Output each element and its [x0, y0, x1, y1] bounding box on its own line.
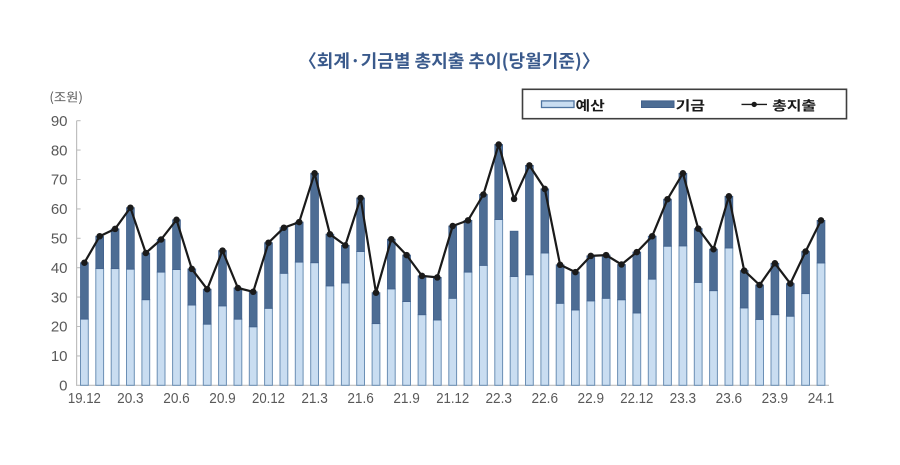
svg-text:80: 80: [51, 142, 68, 159]
svg-text:70: 70: [51, 172, 68, 189]
svg-text:21.6: 21.6: [347, 391, 374, 407]
svg-text:90: 90: [51, 113, 68, 130]
svg-text:50: 50: [51, 231, 68, 248]
svg-text:20.9: 20.9: [209, 391, 236, 407]
svg-text:20.6: 20.6: [163, 391, 190, 407]
svg-text:20.12: 20.12: [252, 391, 285, 407]
svg-text:21.9: 21.9: [393, 391, 420, 407]
svg-text:22.3: 22.3: [485, 391, 512, 407]
svg-text:24.1: 24.1: [808, 391, 835, 407]
svg-text:22.9: 22.9: [578, 391, 605, 407]
svg-text:30: 30: [51, 289, 68, 306]
svg-text:10: 10: [51, 348, 68, 365]
svg-text:20: 20: [51, 319, 68, 336]
svg-text:20.3: 20.3: [117, 391, 144, 407]
svg-text:23.6: 23.6: [716, 391, 743, 407]
svg-text:21.12: 21.12: [436, 391, 469, 407]
svg-text:22.12: 22.12: [620, 391, 653, 407]
svg-text:40: 40: [51, 260, 68, 277]
svg-text:19.12: 19.12: [68, 391, 101, 407]
svg-text:23.9: 23.9: [762, 391, 789, 407]
svg-text:60: 60: [51, 201, 68, 218]
svg-text:22.6: 22.6: [532, 391, 559, 407]
svg-text:0: 0: [59, 378, 67, 395]
svg-text:21.3: 21.3: [301, 391, 328, 407]
svg-text:23.3: 23.3: [670, 391, 697, 407]
